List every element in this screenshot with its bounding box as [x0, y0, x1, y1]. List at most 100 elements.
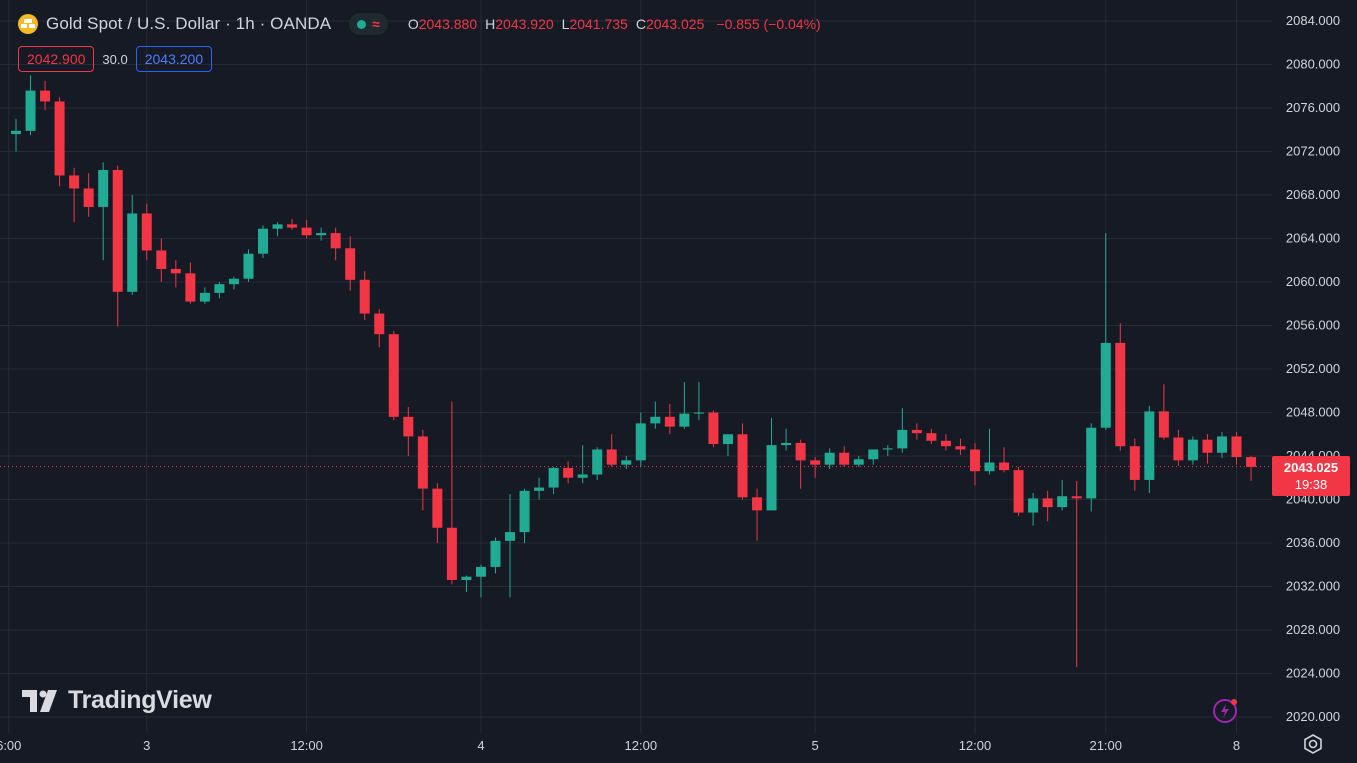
candle-body [708, 412, 719, 445]
candle-body [577, 474, 588, 478]
candle-body [446, 527, 457, 580]
candle [722, 434, 733, 456]
y-tick-label: 2084.000 [1286, 13, 1340, 28]
candle-body [461, 576, 472, 580]
legend-header: Gold Spot / U.S. Dollar · 1h · OANDA ≈ O… [18, 10, 821, 38]
candle [141, 203, 152, 261]
x-tick-label: 3 [143, 738, 150, 753]
candle-body [853, 459, 864, 465]
candle [1057, 479, 1068, 511]
price-axis: 2084.000 2080.000 2076.000 2072.000 2068.000… [1286, 13, 1340, 724]
candle [795, 439, 806, 489]
sell-button[interactable]: 2042.900 [18, 46, 95, 72]
candle [766, 417, 777, 511]
y-tick-label: 2076.000 [1286, 100, 1340, 115]
candle-body [1042, 498, 1053, 508]
candle-body [127, 213, 138, 292]
ohlc-high: H2043.920 [485, 16, 554, 32]
candle [940, 434, 951, 451]
candle-body [955, 446, 966, 450]
candle-body [40, 90, 51, 102]
candle [359, 271, 370, 321]
x-tick-label: 21:00 [1089, 738, 1122, 753]
candle-body [548, 467, 559, 488]
candle-body [1158, 411, 1169, 438]
candle-body [1086, 427, 1097, 499]
y-tick-label: 2032.000 [1286, 579, 1340, 594]
candle [810, 457, 821, 478]
candle [679, 382, 690, 429]
candle [868, 449, 879, 465]
candle [301, 220, 312, 239]
ohlc-values: O2043.880 H2043.920 L2041.735 C2043.025 [408, 16, 705, 32]
candle [1158, 384, 1169, 440]
candle-body [11, 130, 21, 135]
candle-body [650, 416, 661, 424]
candle-body [534, 487, 545, 491]
candle [228, 276, 239, 290]
candle [490, 537, 501, 574]
candle-body [1100, 342, 1111, 428]
y-tick-label: 2080.000 [1286, 57, 1340, 72]
candle [563, 461, 574, 484]
candle [781, 428, 792, 451]
candle [1202, 434, 1213, 464]
lightning-icon[interactable] [1212, 698, 1238, 724]
candle [505, 494, 516, 598]
tradingview-logo[interactable]: TradingView [22, 686, 212, 715]
candle [911, 423, 922, 440]
candle-body [141, 213, 152, 251]
candle-body [563, 467, 574, 478]
candle-body [1028, 498, 1039, 513]
candle-body [940, 440, 951, 447]
candle [1013, 466, 1024, 516]
candle-body [156, 250, 167, 269]
candle [388, 330, 399, 421]
ohlc-open: O2043.880 [407, 16, 478, 32]
y-tick-label: 2048.000 [1286, 405, 1340, 420]
candle-body [984, 462, 995, 472]
candle [999, 447, 1010, 473]
candle-body [403, 416, 414, 437]
y-tick-label: 2068.000 [1286, 187, 1340, 202]
candle-body [54, 101, 65, 176]
candle-body [1246, 457, 1257, 467]
candle-body [432, 488, 443, 528]
candle [69, 167, 80, 223]
candle-body [25, 90, 36, 131]
candle-body [621, 460, 632, 465]
symbol-title[interactable]: Gold Spot / U.S. Dollar · 1h · OANDA [46, 14, 332, 33]
candle [650, 401, 661, 429]
candle [345, 236, 356, 291]
candle [1173, 429, 1184, 466]
buy-button[interactable]: 2043.200 [135, 46, 213, 72]
y-tick-label: 2056.000 [1286, 318, 1340, 333]
market-open-dot-icon [357, 19, 367, 29]
candle-body [1231, 436, 1242, 458]
candle-body [301, 227, 312, 236]
candle [475, 564, 486, 598]
candle [621, 456, 632, 470]
candle [461, 575, 472, 592]
candle-body [98, 169, 109, 207]
market-status-pill[interactable]: ≈ [349, 13, 388, 35]
wave-icon: ≈ [372, 16, 380, 32]
candle-body [359, 279, 370, 314]
candle-body [170, 268, 181, 274]
candle-body [766, 445, 777, 511]
candle [446, 401, 457, 585]
candle [112, 165, 123, 327]
candles [11, 75, 1257, 667]
candle-body [272, 224, 283, 229]
candle-body [243, 253, 254, 279]
gold-icon [18, 14, 38, 34]
candle-body [592, 449, 603, 475]
settings-gear-icon[interactable] [1302, 733, 1324, 755]
candle [897, 408, 908, 453]
candle-body [926, 433, 937, 441]
last-price-label: 2043.025 19:38 [1272, 456, 1350, 496]
candle-body [781, 442, 792, 446]
candle [185, 262, 196, 304]
candle-body [752, 497, 763, 511]
